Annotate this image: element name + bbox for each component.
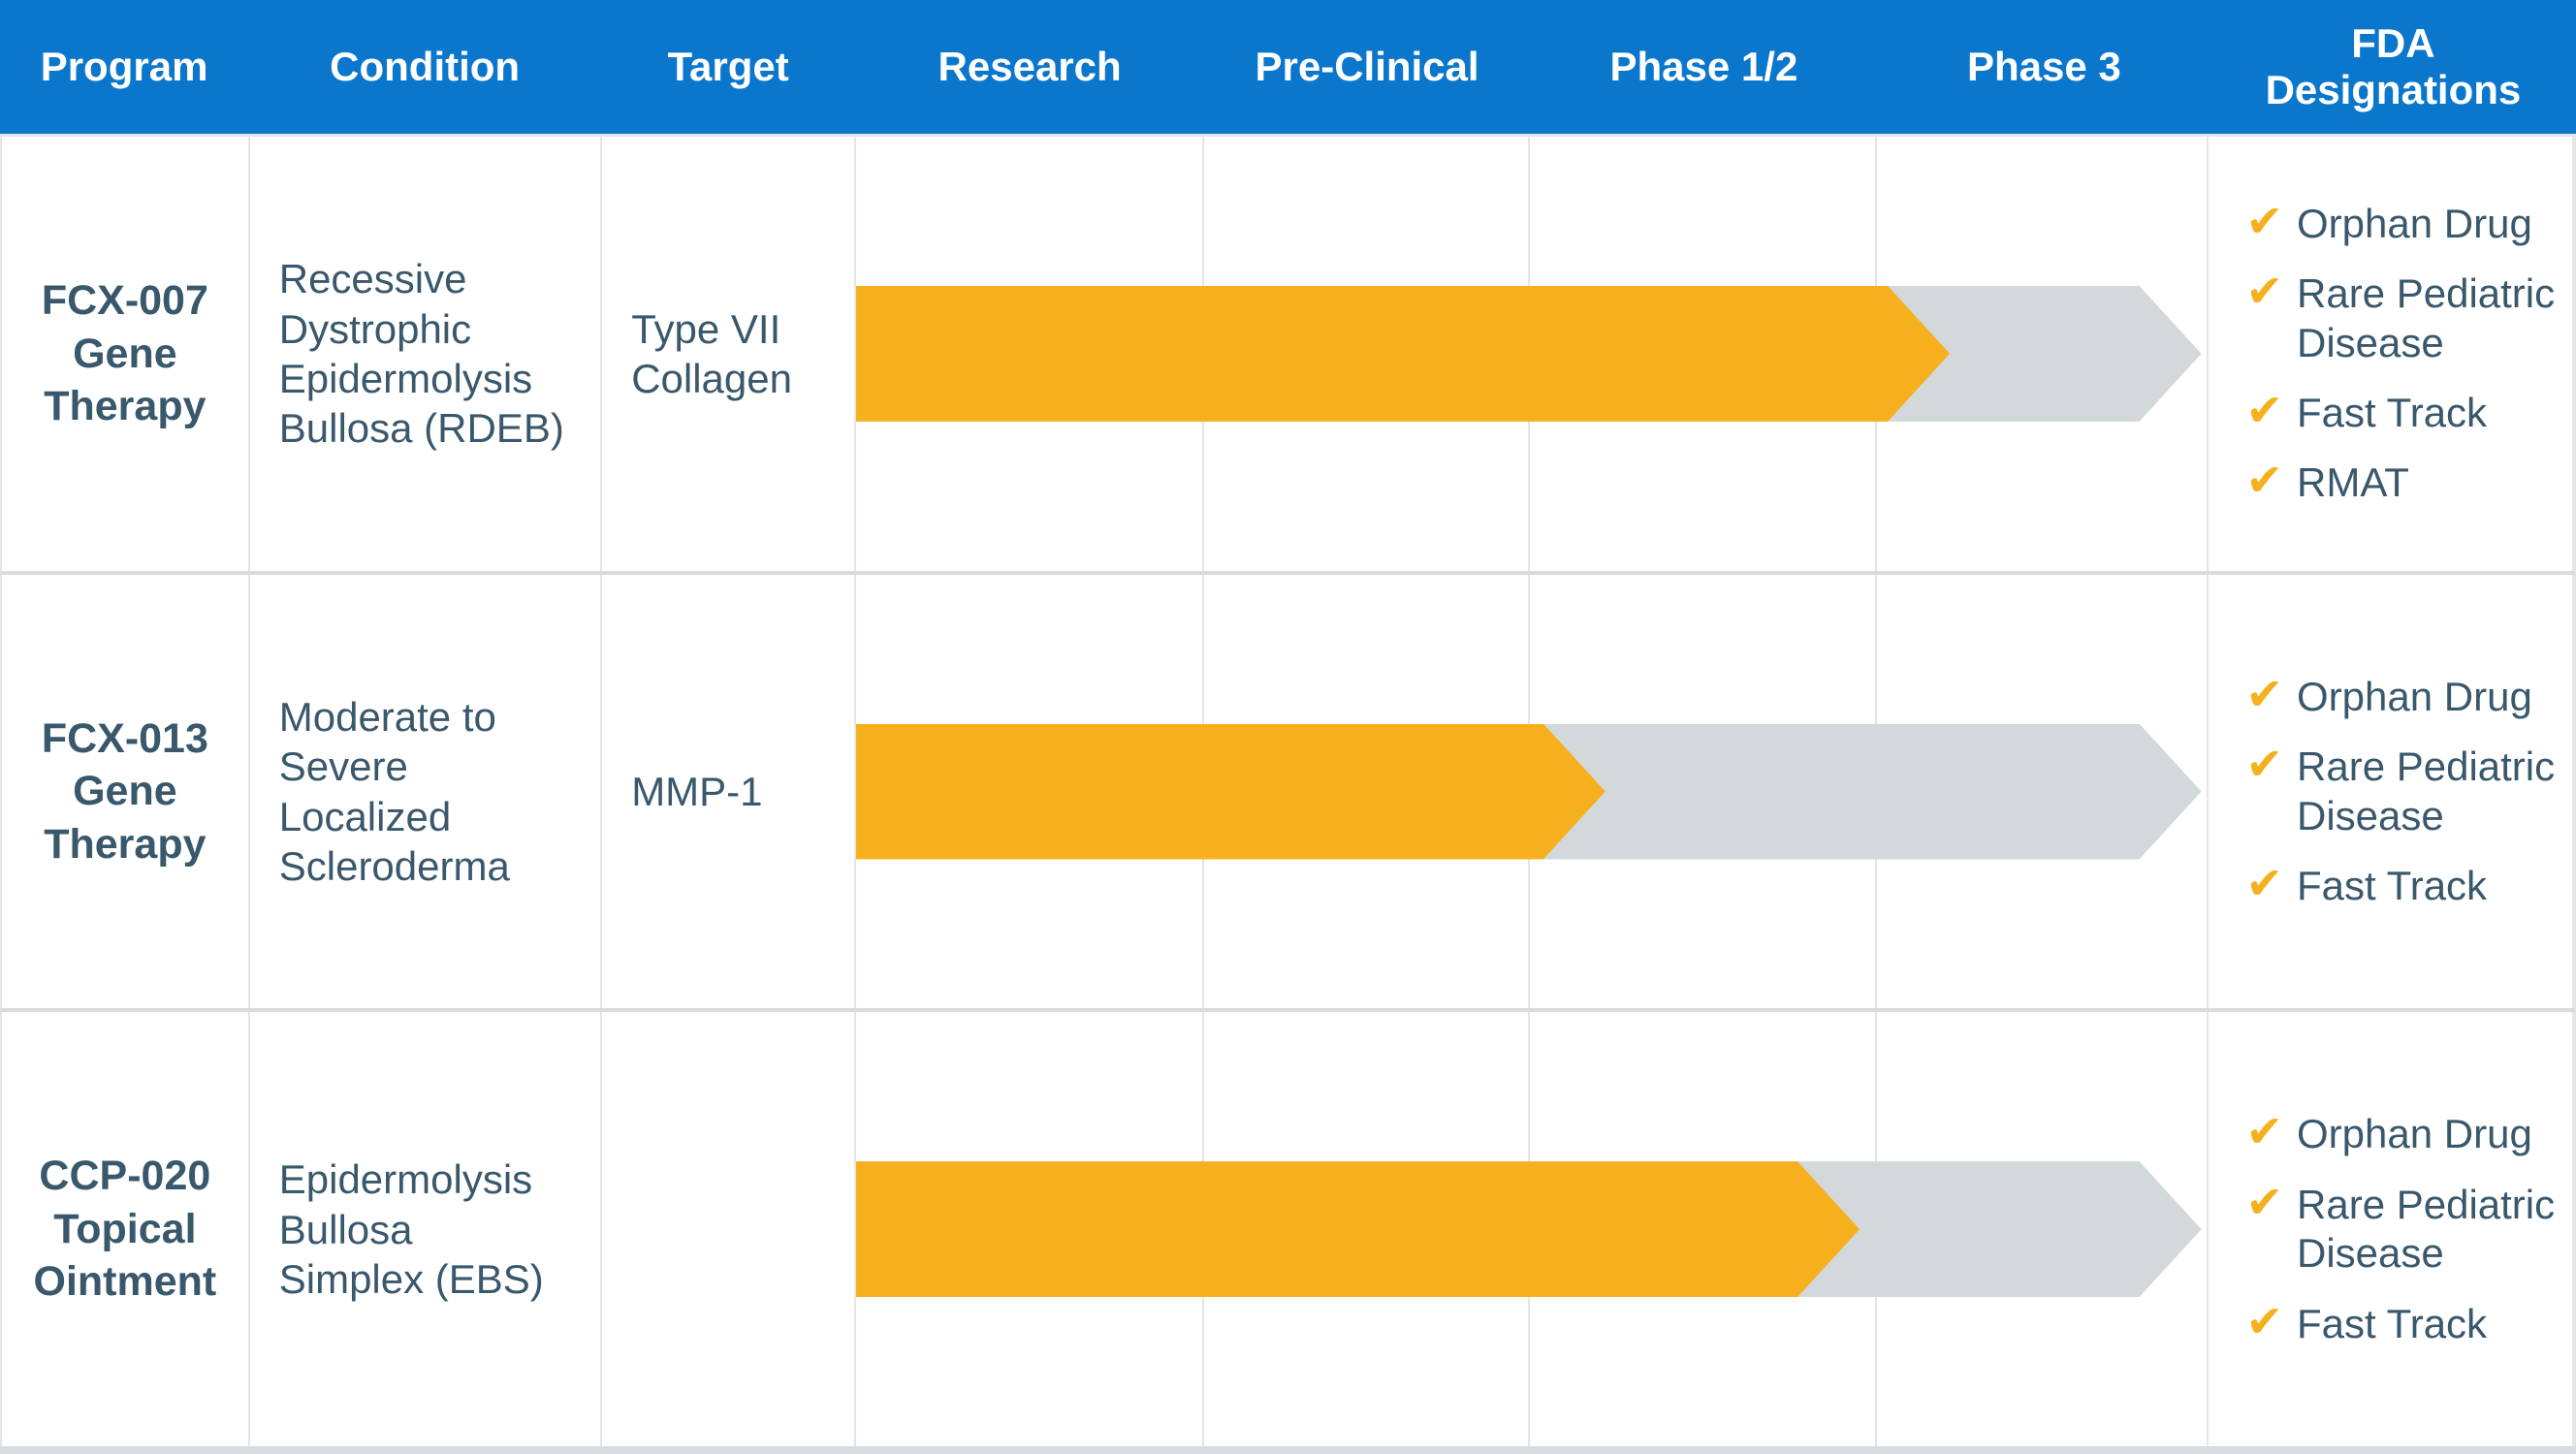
fda-designation-item: ✔ Fast Track — [2245, 385, 2563, 437]
progress-arrow — [856, 724, 1606, 860]
column-header-research: Research — [938, 43, 1122, 89]
fda-designations-cell: ✔ Orphan Drug ✔ Rare Pediatric Disease ✔… — [2209, 1012, 2574, 1447]
check-icon: ✔ — [2245, 1106, 2284, 1157]
target-cell: MMP-1 — [602, 574, 856, 1009]
column-header-target: Target — [667, 43, 789, 89]
table-row-fcx-007: FCX-007 Gene Therapy Recessive Dystrophi… — [0, 137, 2576, 575]
program-cell: FCX-007 Gene Therapy — [2, 137, 250, 571]
table-row-ccp-020: CCP-020 Topical Ointment Epidermolysis B… — [0, 1012, 2576, 1447]
column-header-fda-designations: FDA Designations — [2265, 19, 2522, 112]
column-header-phase-3: Phase 3 — [1967, 43, 2121, 89]
check-icon: ✔ — [2245, 385, 2284, 436]
fda-designation-item: ✔ Orphan Drug — [2245, 668, 2563, 721]
fda-designation-item: ✔ Fast Track — [2245, 857, 2563, 910]
progress-bar-track — [856, 286, 2202, 422]
table-body: FCX-007 Gene Therapy Recessive Dystrophi… — [0, 137, 2576, 1447]
fda-designation-item: ✔ Rare Pediatric Disease — [2245, 739, 2563, 840]
column-header-program: Program — [40, 43, 208, 89]
table-header: Program Condition Target Research Pre-Cl… — [0, 0, 2576, 137]
fda-designation-label: Orphan Drug — [2297, 200, 2532, 246]
program-cell: FCX-013 Gene Therapy — [2, 574, 250, 1009]
fda-designation-item: ✔ Rare Pediatric Disease — [2245, 1176, 2563, 1279]
phase-3-cell — [1877, 574, 2210, 1009]
program-cell: CCP-020 Topical Ointment — [2, 1012, 250, 1447]
check-icon: ✔ — [2245, 455, 2284, 506]
condition-cell: Epidermolysis Bullosa Simplex (EBS) — [250, 1012, 603, 1447]
fda-designation-label: Fast Track — [2297, 390, 2488, 436]
check-icon: ✔ — [2245, 1176, 2284, 1227]
condition-cell: Recessive Dystrophic Epidermolysis Bullo… — [250, 137, 603, 571]
column-header-condition: Condition — [330, 43, 521, 89]
fda-designation-label: Rare Pediatric Disease — [2297, 270, 2556, 365]
check-icon: ✔ — [2245, 266, 2284, 317]
fda-designations-cell: ✔ Orphan Drug ✔ Rare Pediatric Disease ✔… — [2209, 137, 2574, 571]
progress-arrow — [856, 1161, 1860, 1297]
progress-bar-track — [856, 1161, 2202, 1297]
column-header-phase-1-2: Phase 1/2 — [1609, 43, 1798, 89]
progress-bar-track — [856, 724, 2202, 860]
fda-designation-label: Rare Pediatric Disease — [2297, 743, 2556, 838]
fda-designation-item: ✔ Fast Track — [2245, 1295, 2563, 1348]
fda-designation-label: Fast Track — [2297, 1300, 2488, 1346]
fda-designation-label: Orphan Drug — [2297, 673, 2532, 719]
column-header-preclinical: Pre-Clinical — [1255, 43, 1479, 89]
check-icon: ✔ — [2245, 668, 2284, 719]
fda-designation-label: Fast Track — [2297, 862, 2488, 908]
fda-designation-item: ✔ Orphan Drug — [2245, 195, 2563, 248]
fda-designations-cell: ✔ Orphan Drug ✔ Rare Pediatric Disease ✔… — [2209, 574, 2574, 1009]
target-cell: Type VII Collagen — [602, 137, 856, 571]
fda-designation-item: ✔ RMAT — [2245, 458, 2563, 507]
fda-designation-item: ✔ Orphan Drug — [2245, 1106, 2563, 1158]
fda-designation-label: RMAT — [2297, 459, 2409, 506]
fda-designation-label: Orphan Drug — [2297, 1111, 2532, 1157]
check-icon: ✔ — [2245, 195, 2284, 246]
condition-cell: Moderate to Severe Localized Scleroderma — [250, 574, 603, 1009]
progress-arrow — [856, 286, 1950, 422]
phase-3-cell — [1877, 1012, 2210, 1447]
phase-3-cell — [1877, 137, 2210, 571]
check-icon: ✔ — [2245, 739, 2284, 790]
check-icon: ✔ — [2245, 857, 2284, 908]
fda-designation-item: ✔ Rare Pediatric Disease — [2245, 269, 2563, 367]
fda-designation-label: Rare Pediatric Disease — [2297, 1181, 2556, 1277]
check-icon: ✔ — [2245, 1295, 2284, 1346]
table-row-fcx-013: FCX-013 Gene Therapy Moderate to Severe … — [0, 574, 2576, 1013]
target-cell — [602, 1012, 856, 1447]
